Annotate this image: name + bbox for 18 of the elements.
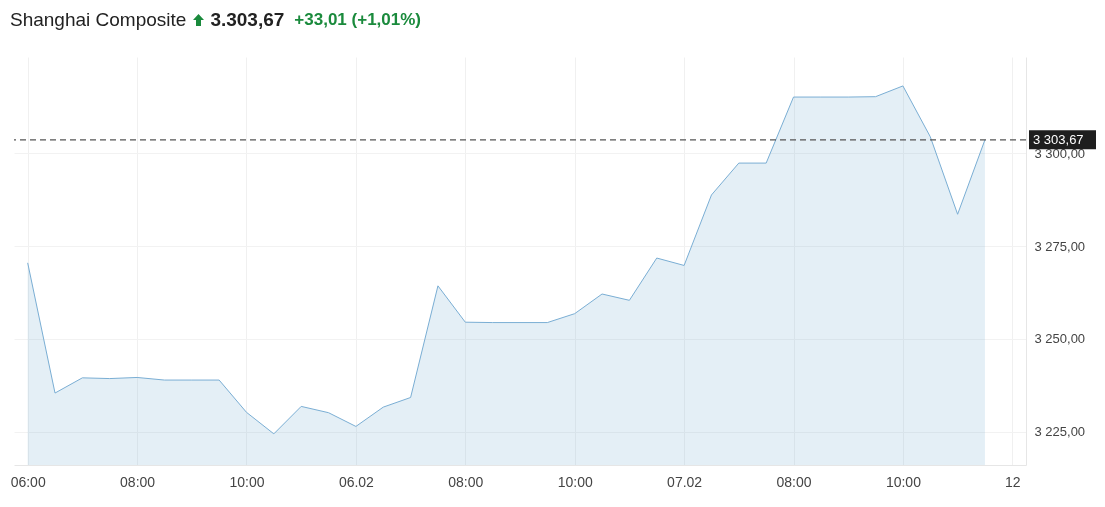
text: 3.303,67 — [210, 9, 285, 31]
chart-title: Shanghai Composite — [10, 9, 187, 31]
x-tick-label: 10:00 — [557, 473, 593, 490]
ref-line-label: 3 303,67 — [1033, 131, 1084, 147]
y-tick-label: 3 225,00 — [1034, 424, 1086, 440]
x-tick-label: 06.02 — [338, 473, 375, 490]
x-tick-label: 08:00 — [448, 473, 484, 490]
x-tick-label: 06:00 — [10, 473, 46, 490]
text: +33,01 (+1,01%) — [294, 10, 422, 30]
y-tick-label: 3 300,00 — [1034, 145, 1086, 161]
x-tick-label: 07.02 — [667, 473, 703, 490]
x-tick-label: 08:00 — [776, 473, 812, 490]
y-tick-label: 3 275,00 — [1034, 238, 1086, 254]
x-tick-label: 10:00 — [229, 473, 265, 490]
x-tick-label: 08:00 — [120, 473, 156, 490]
y-tick-label: 3 250,00 — [1034, 331, 1086, 347]
x-tick-label: 10:00 — [885, 473, 922, 490]
x-tick-label: 12 — [1005, 473, 1021, 490]
